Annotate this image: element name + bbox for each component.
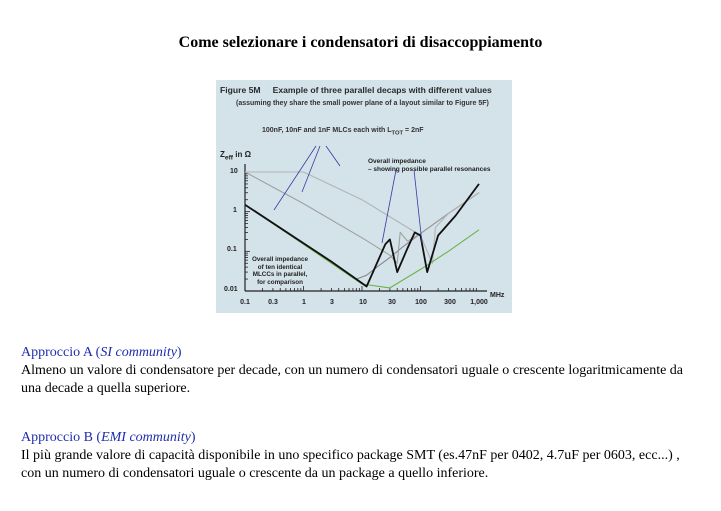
annotation-pointer [381, 169, 397, 244]
figure-caption: Example of three parallel decaps with di… [272, 85, 492, 95]
section-approccio-a: Approccio A (SI community) Almeno un val… [21, 344, 701, 398]
y-tick-label: 10 [230, 168, 238, 175]
annotation-pointer [301, 145, 321, 193]
y-tick-label: 0.01 [224, 286, 238, 293]
annotation-line: – showing possible parallel resonances [368, 166, 491, 173]
impedance-figure: Figure 5M Example of three parallel decap… [216, 80, 512, 313]
y-axis-label: Zeff in Ω [220, 150, 251, 162]
series-line-3 [245, 171, 480, 264]
section-body: Almeno un valore di condensatore per dec… [21, 363, 684, 396]
annotation-pointer [413, 169, 423, 244]
series-line-2 [244, 171, 480, 264]
y-axis-label-unit: in Ω [233, 150, 251, 159]
y-axis-label-main: Z [220, 150, 225, 159]
impedance-chart [244, 145, 487, 292]
annotation-line: MLCCs in parallel, [252, 271, 308, 279]
section-heading-emphasis: EMI community [101, 430, 191, 445]
x-tick-label: 3 [330, 299, 334, 306]
figure-note-sub: TOT [391, 130, 404, 137]
figure-subtitle: (assuming they share the small power pla… [236, 100, 489, 107]
x-tick-label: 1,000 [470, 299, 488, 306]
section-heading-text: Approccio B ( [21, 430, 102, 445]
figure-title: Figure 5M Example of three parallel decap… [220, 85, 492, 95]
x-tick-label: 10 [359, 299, 367, 306]
annotation-line: Overall impedance [368, 158, 426, 165]
figure-label: Figure 5M [220, 85, 261, 95]
section-heading: Approccio A (SI community) [21, 345, 182, 360]
x-tick-label: 1 [302, 299, 306, 306]
x-axis-unit: MHz [490, 292, 505, 299]
series-line-5 [244, 183, 480, 288]
annotation-line: of ten identical [257, 263, 303, 271]
section-heading: Approccio B (EMI community) [21, 430, 196, 445]
annotation-line: for comparison [257, 278, 303, 286]
section-body: Il più grande valore di capacità disponi… [21, 448, 680, 481]
y-tick-label: 0.1 [227, 246, 237, 253]
annotation-pointer [325, 145, 341, 167]
section-heading-text: Approccio A ( [21, 345, 101, 360]
annotation-pointer [273, 145, 317, 211]
annotation-overall-impedance: Overall impedance – showing possible par… [368, 158, 490, 174]
figure-note: 100nF, 10nF and 1nF MLCs each with LTOT … [262, 127, 424, 136]
y-tick-label: 1 [233, 207, 237, 214]
series-line-4 [244, 204, 480, 289]
x-tick-label: 100 [415, 299, 427, 306]
annotation-ten-mlccs: Overall impedance of ten identical MLCCs… [252, 256, 308, 286]
x-tick-label: 0.3 [268, 299, 278, 306]
annotation-line: Overall impedance [252, 256, 308, 263]
figure-note-end: = 2nF [403, 127, 424, 134]
page-title: Come selezionare i condensatori di disac… [178, 34, 543, 51]
x-tick-label: 300 [444, 299, 456, 306]
x-tick-label: 0.1 [240, 299, 250, 306]
x-tick-label: 30 [388, 299, 396, 306]
section-heading-emphasis: SI community [100, 345, 177, 360]
section-heading-close: ) [176, 345, 182, 360]
section-heading-close: ) [190, 430, 196, 445]
y-axis-label-sub: eff [224, 154, 234, 162]
figure-note-text: 100nF, 10nF and 1nF MLCs each with L [262, 127, 392, 134]
section-approccio-b: Approccio B (EMI community) Il più grand… [21, 429, 701, 483]
